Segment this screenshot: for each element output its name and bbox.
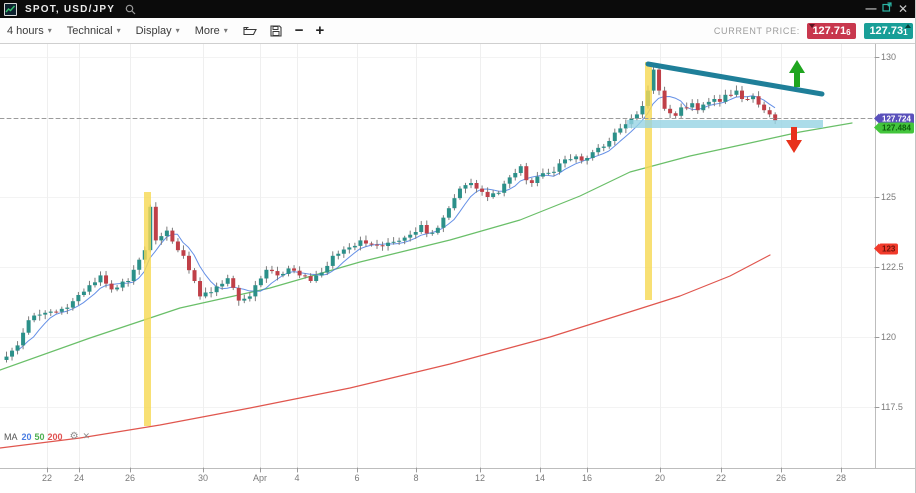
ma-period-20: 20 (21, 431, 32, 442)
ma-periods: 20 50 200 (22, 432, 66, 442)
zoom-in-button[interactable]: + (315, 21, 325, 39)
x-axis-label: 26 (775, 473, 787, 483)
open-folder-icon[interactable] (243, 25, 257, 36)
ma-indicator-legend: MA 20 50 200 ⚙ ✕ (4, 431, 90, 442)
ma-legend-label: MA (4, 431, 18, 442)
current-price-label: CURRENT PRICE: (713, 25, 800, 36)
dropdown-more[interactable]: More ▾ (195, 25, 228, 37)
dropdown-label: Technical (66, 24, 113, 37)
tick-up-icon (905, 23, 911, 28)
x-axis-label: 4 (294, 473, 300, 483)
x-axis-label: 24 (73, 473, 85, 483)
ma-period-50: 50 (34, 431, 45, 442)
x-axis-label: 14 (534, 473, 546, 483)
dropdown-label: More (194, 24, 220, 37)
x-axis-label: 22 (715, 473, 727, 483)
x-axis-label: 30 (197, 473, 209, 483)
x-axis-label: 20 (654, 473, 666, 483)
dropdown-label: Display (135, 24, 172, 37)
gear-icon[interactable]: ⚙ (69, 431, 79, 442)
x-axis-label: 16 (581, 473, 593, 483)
dropdown-label: 4 hours (7, 24, 44, 37)
popout-button[interactable] (879, 0, 895, 18)
bid-value: 127.71 (812, 24, 847, 37)
close-button[interactable]: ✕ (897, 2, 909, 16)
y-axis-label: 117.5 (881, 402, 903, 412)
ask-pip: 1 (903, 28, 908, 37)
candlestick-chart-canvas[interactable] (0, 44, 915, 493)
price-axis-badge: 123 (873, 243, 899, 255)
chevron-down-icon: ▾ (223, 26, 228, 35)
x-axis-label: 26 (124, 473, 136, 483)
chart-area: 130 125 122.5 120 117.5 22 24 26 30 Apr 4 6 8 12 14 16 2… (0, 44, 915, 493)
chevron-down-icon: ▾ (175, 26, 180, 35)
x-axis-label: 12 (474, 473, 486, 483)
app-logo-icon (4, 2, 17, 16)
tick-down-icon (809, 23, 815, 28)
title-bar: SPOT, USD/JPY — ✕ (0, 0, 915, 18)
dropdown-interval[interactable]: 4 hours ▾ (7, 25, 52, 37)
dropdown-display[interactable]: Display ▾ (136, 25, 180, 37)
dropdown-technical[interactable]: Technical ▾ (67, 25, 121, 37)
save-icon[interactable] (270, 24, 282, 37)
chart-toolbar: 4 hours ▾ Technical ▾ Display ▾ More ▾ − + CURR… (0, 18, 915, 44)
zoom-out-button[interactable]: − (294, 21, 304, 39)
x-axis-label: 6 (354, 473, 360, 483)
chevron-down-icon: ▾ (116, 26, 121, 35)
search-icon[interactable] (125, 4, 136, 15)
x-axis-label: 28 (835, 473, 847, 483)
window-title: SPOT, USD/JPY (25, 3, 116, 15)
price-axis-badge: 127.724 (874, 113, 914, 125)
y-axis-label: 122.5 (881, 262, 904, 272)
y-axis-label: 120 (881, 332, 897, 342)
y-axis-label: 130 (881, 52, 897, 62)
x-axis-label: Apr (252, 473, 268, 483)
price-axis-badge: 127.484 (874, 122, 914, 134)
ask-price-badge[interactable]: 127.73 1 (864, 22, 913, 39)
x-axis-label: 22 (41, 473, 53, 483)
y-axis-label: 125 (881, 192, 897, 202)
chevron-down-icon: ▾ (47, 26, 52, 35)
x-axis-label: 8 (413, 473, 419, 483)
minimize-button[interactable]: — (865, 3, 877, 15)
bid-price-badge[interactable]: 127.71 6 (807, 22, 856, 39)
legend-close-icon[interactable]: ✕ (82, 431, 91, 441)
bid-pip: 6 (846, 28, 851, 37)
ma-period-200: 200 (47, 431, 63, 442)
ask-value: 127.73 (869, 24, 904, 37)
